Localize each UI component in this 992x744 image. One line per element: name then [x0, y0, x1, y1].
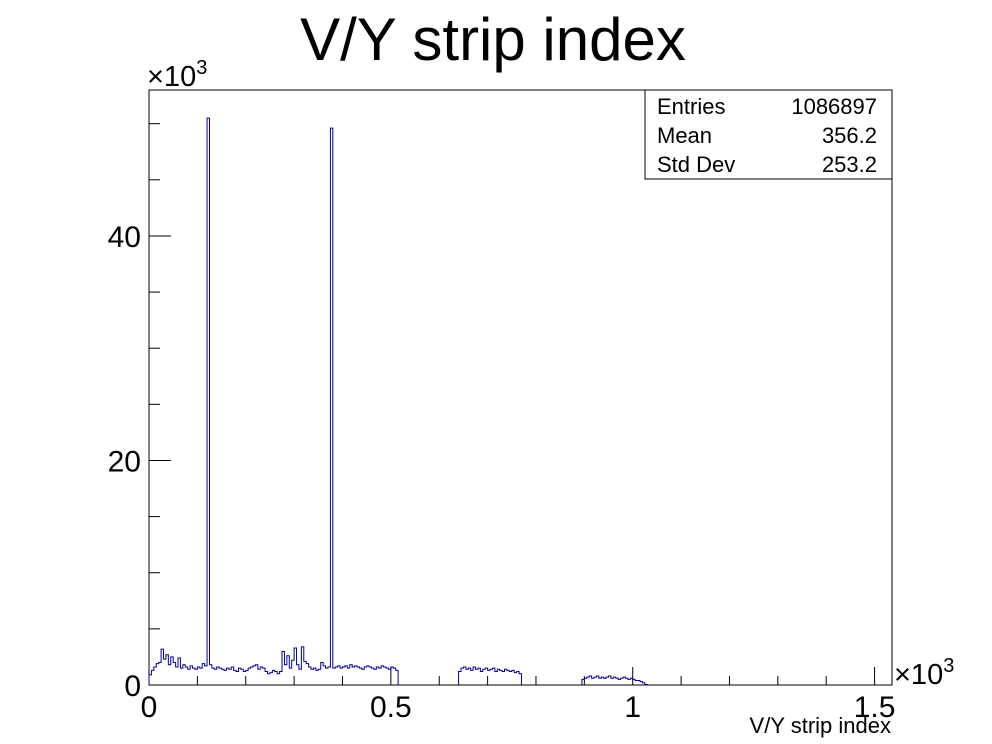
y-multiplier-exp: 3	[196, 57, 207, 79]
y-tick-label: 20	[108, 445, 141, 478]
x-tick-label: 0	[141, 691, 158, 724]
stats-entries-value: 1086897	[791, 94, 877, 119]
stats-mean-label: Mean	[657, 123, 712, 148]
histogram-segment-1	[458, 666, 522, 685]
histogram-segment-2	[581, 675, 648, 685]
x-tick-label: 1	[624, 691, 641, 724]
y-multiplier-base: ×10	[147, 61, 196, 93]
stats-entries-label: Entries	[657, 94, 725, 119]
x-axis-title: V/Y strip index	[750, 713, 891, 738]
x-multiplier-base: ×10	[894, 659, 943, 691]
stats-box-frame	[644, 89, 893, 180]
x-tick-label: 1.5	[854, 691, 896, 724]
histogram-segment-0	[148, 117, 399, 685]
x-tick-label: 0.5	[370, 691, 412, 724]
x-multiplier-exp: 3	[943, 655, 954, 677]
stats-mean-value: 356.2	[822, 123, 877, 148]
y-tick-label: 40	[108, 221, 141, 254]
stats-stddev-value: 253.2	[822, 152, 877, 177]
histogram-series	[148, 117, 648, 685]
plot-frame	[148, 89, 893, 686]
stats-box: Entries 1086897 Mean 356.2 Std Dev 253.2	[644, 89, 893, 180]
y-tick-label: 0	[124, 670, 141, 703]
x-axis-multiplier: ×103	[894, 655, 954, 691]
y-axis-ticks: 0 20 40	[108, 123, 171, 703]
y-axis-multiplier: ×103	[147, 57, 207, 93]
stats-stddev-label: Std Dev	[657, 152, 735, 177]
chart-title: V/Y strip index	[300, 6, 686, 73]
